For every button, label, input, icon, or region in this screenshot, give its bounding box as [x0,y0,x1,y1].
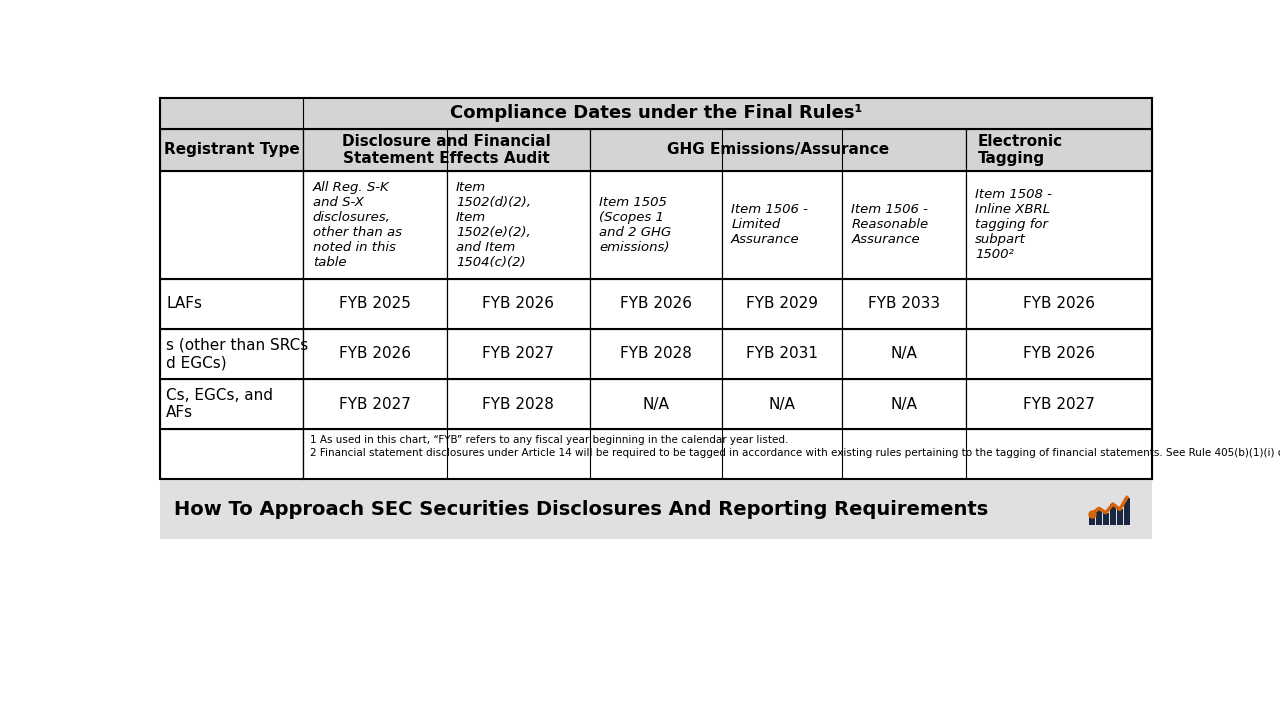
Text: Registrant Type: Registrant Type [164,143,300,158]
Text: FYB 2033: FYB 2033 [868,297,940,312]
Text: Item 1508 -
Inline XBRL
tagging for
subpart
1500²: Item 1508 - Inline XBRL tagging for subp… [975,189,1052,261]
Bar [447,171,590,279]
Text: FYB 2028: FYB 2028 [483,397,554,412]
Bar [590,129,966,171]
Bar [722,171,842,279]
Bar [1096,508,1102,525]
Bar [303,171,447,279]
Bar [1103,513,1108,525]
Text: Item 1505
(Scopes 1
and 2 GHG
emissions): Item 1505 (Scopes 1 and 2 GHG emissions) [599,196,672,254]
Text: FYB 2026: FYB 2026 [620,297,692,312]
Bar [1089,514,1094,525]
Bar [160,429,303,479]
Bar [966,379,1152,429]
Text: Cs, EGCs, and
AFs: Cs, EGCs, and AFs [166,388,273,420]
Text: Item 1506 -
Reasonable
Assurance: Item 1506 - Reasonable Assurance [851,204,928,246]
Bar [447,379,590,429]
Text: N/A: N/A [891,346,918,361]
Bar [966,129,1152,171]
Text: Disclosure and Financial
Statement Effects Audit: Disclosure and Financial Statement Effec… [342,134,552,166]
Bar [160,479,1152,539]
Text: FYB 2025: FYB 2025 [339,297,411,312]
Text: N/A: N/A [891,397,918,412]
Bar [966,279,1152,329]
Text: GHG Emissions/Assurance: GHG Emissions/Assurance [667,143,890,158]
Bar [722,329,842,379]
Text: FYB 2026: FYB 2026 [483,297,554,312]
Bar [722,379,842,429]
Bar [303,329,447,379]
Bar [1117,510,1123,525]
Text: N/A: N/A [643,397,669,412]
Text: LAFs: LAFs [166,297,202,312]
Bar [590,379,722,429]
Text: FYB 2027: FYB 2027 [1023,397,1094,412]
Bar [447,279,590,329]
Bar [590,329,722,379]
Text: How To Approach SEC Securities Disclosures And Reporting Requirements: How To Approach SEC Securities Disclosur… [174,500,988,518]
Bar [303,129,590,171]
Bar [160,329,303,379]
Bar [160,279,303,329]
Bar [303,429,1152,479]
Bar [160,129,303,171]
Bar [722,279,842,329]
Bar [160,171,303,279]
Bar [447,329,590,379]
Text: s (other than SRCs
d EGCs): s (other than SRCs d EGCs) [166,338,308,370]
Bar [842,279,966,329]
Bar [1124,498,1129,525]
Bar [303,279,447,329]
Text: 2 Financial statement disclosures under Article 14 will be required to be tagged: 2 Financial statement disclosures under … [310,448,1280,457]
Text: FYB 2027: FYB 2027 [339,397,411,412]
Bar [1110,504,1116,525]
Text: FYB 2026: FYB 2026 [1023,297,1094,312]
Text: FYB 2027: FYB 2027 [483,346,554,361]
Bar [842,171,966,279]
Text: FYB 2031: FYB 2031 [746,346,818,361]
Bar [842,379,966,429]
Text: Electronic
Tagging: Electronic Tagging [978,134,1062,166]
Bar [590,171,722,279]
Text: 1 As used in this chart, “FYB” refers to any fiscal year beginning in the calend: 1 As used in this chart, “FYB” refers to… [310,435,788,445]
Text: N/A: N/A [768,397,795,412]
Text: All Reg. S-K
and S-X
disclosures,
other than as
noted in this
table: All Reg. S-K and S-X disclosures, other … [312,181,402,269]
Text: Item 1506 -
Limited
Assurance: Item 1506 - Limited Assurance [731,204,808,246]
Text: FYB 2026: FYB 2026 [1023,346,1094,361]
Bar [590,279,722,329]
Bar [966,171,1152,279]
Text: FYB 2026: FYB 2026 [339,346,411,361]
Text: Compliance Dates under the Final Rules¹: Compliance Dates under the Final Rules¹ [449,104,863,122]
Bar [160,379,303,429]
Bar [966,329,1152,379]
Bar [303,379,447,429]
Text: FYB 2028: FYB 2028 [620,346,692,361]
Text: Item
1502(d)(2),
Item
1502(e)(2),
and Item
1504(c)(2): Item 1502(d)(2), Item 1502(e)(2), and It… [456,181,531,269]
Text: FYB 2029: FYB 2029 [746,297,818,312]
Bar [160,98,1152,129]
Bar [842,329,966,379]
